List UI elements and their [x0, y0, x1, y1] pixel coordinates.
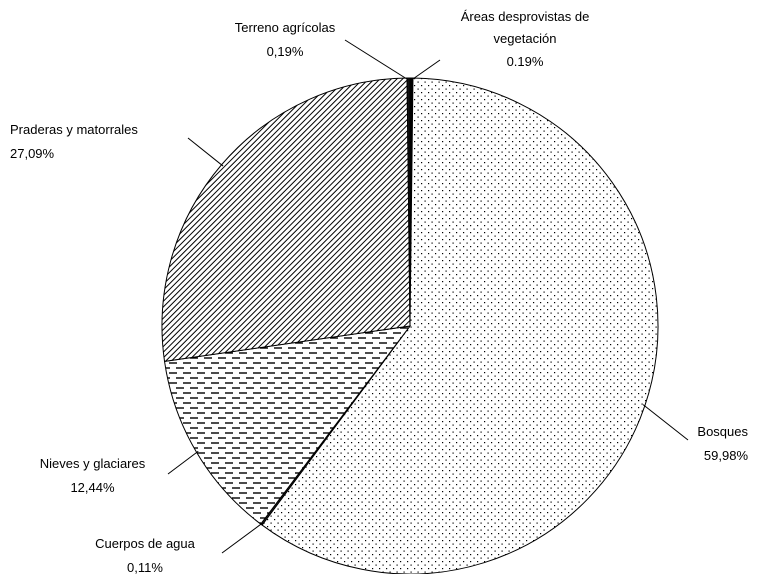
pie-slice	[261, 77, 659, 574]
category-label: Nieves y glaciares	[39, 456, 146, 471]
category-label: Áreas desprovistas de vegetación	[460, 9, 590, 46]
label-box: Terreno agrícolas 0,19%	[195, 16, 375, 64]
slice-label: Praderas y matorrales 27,09%	[10, 118, 190, 166]
label-box: Bosques 59,98%	[640, 420, 748, 468]
leader-line	[642, 404, 689, 441]
value-label: 12,44%	[70, 480, 115, 495]
category-label: Praderas y matorrales	[10, 122, 138, 137]
leader-line	[221, 522, 263, 554]
slice-label: Bosques 59,98%	[640, 420, 748, 468]
value-label: 0,19%	[506, 54, 544, 66]
label-box: Áreas desprovistas de vegetación 0,19%	[440, 6, 610, 66]
leader-line	[167, 450, 199, 475]
slice-label: Nieves y glaciares 12,44%	[10, 452, 175, 500]
value-label: 0,11%	[127, 560, 163, 574]
pie-slice	[406, 77, 411, 327]
slice-label: Cuerpos de agua 0,11%	[70, 532, 220, 574]
leader-line	[411, 59, 441, 81]
label-box: Praderas y matorrales 27,09%	[10, 118, 190, 166]
category-label: Bosques	[697, 424, 748, 439]
slice-label: Áreas desprovistas de vegetación 0,19%	[440, 6, 610, 66]
slice-label: Terreno agrícolas 0,19%	[195, 16, 375, 64]
label-box: Cuerpos de agua 0,11%	[70, 532, 220, 574]
value-label: 27,09%	[10, 146, 55, 161]
value-label: 0,19%	[266, 44, 304, 59]
leader-line	[344, 39, 409, 81]
value-label: 59,98%	[703, 448, 748, 463]
label-box: Nieves y glaciares 12,44%	[10, 452, 175, 500]
leader-line	[187, 137, 224, 167]
pie-slice	[161, 77, 411, 362]
category-label: Cuerpos de agua	[95, 536, 195, 551]
category-label: Terreno agrícolas	[234, 20, 336, 35]
